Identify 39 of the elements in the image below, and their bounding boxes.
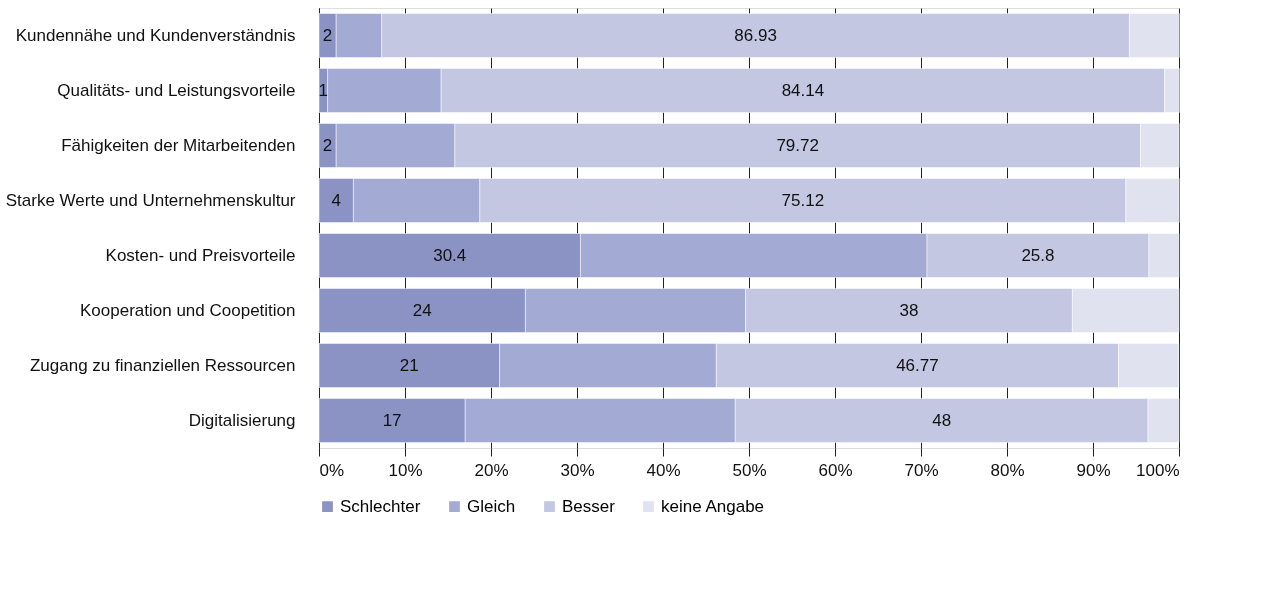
legend-label: keine Angabe bbox=[661, 496, 765, 516]
data-label: 24 bbox=[412, 300, 432, 320]
x-tick-label: 100% bbox=[1136, 460, 1180, 480]
y-tick-label: Kooperation und Coopetition bbox=[80, 300, 296, 320]
legend-label: Besser bbox=[562, 496, 616, 516]
x-tick-label: 10% bbox=[388, 460, 423, 480]
x-tick-label: 40% bbox=[646, 460, 681, 480]
data-label: 2 bbox=[322, 135, 333, 155]
legend-label: Gleich bbox=[467, 496, 516, 516]
x-tick-label: 80% bbox=[990, 460, 1025, 480]
data-label: 25.8 bbox=[1021, 245, 1055, 265]
y-tick-label: Kosten- und Preisvorteile bbox=[105, 245, 296, 265]
data-label: 17 bbox=[382, 410, 402, 430]
x-tick-label: 70% bbox=[904, 460, 939, 480]
y-tick-label: Starke Werte und Unternehmenskultur bbox=[5, 190, 296, 210]
legend-label: Schlechter bbox=[340, 496, 421, 516]
data-label: 30.4 bbox=[433, 245, 467, 265]
data-label: 4 bbox=[331, 190, 341, 210]
y-tick-label: Digitalisierung bbox=[188, 410, 296, 430]
data-label: 21 bbox=[399, 355, 419, 375]
data-label: 79.72 bbox=[776, 135, 819, 155]
x-tick-label: 60% bbox=[818, 460, 853, 480]
data-label: 2 bbox=[322, 25, 333, 45]
x-tick-label: 50% bbox=[732, 460, 767, 480]
data-label: 46.77 bbox=[896, 355, 939, 375]
data-label: 84.14 bbox=[781, 80, 825, 100]
data-label: 48 bbox=[932, 410, 952, 430]
data-label: 38 bbox=[899, 300, 919, 320]
x-tick-label: 90% bbox=[1076, 460, 1111, 480]
x-tick-label: 30% bbox=[560, 460, 595, 480]
x-tick-label: 20% bbox=[474, 460, 509, 480]
y-tick-label: Qualitäts- und Leistungsvorteile bbox=[57, 80, 296, 100]
data-label: 1 bbox=[318, 80, 329, 100]
y-tick-label: Fähigkeiten der Mitarbeitenden bbox=[61, 135, 296, 155]
data-label: 86.93 bbox=[734, 25, 777, 45]
y-tick-label: Zugang zu finanziellen Ressourcen bbox=[29, 355, 296, 375]
x-tick-label: 0% bbox=[319, 460, 345, 480]
data-label: 75.12 bbox=[781, 190, 825, 210]
y-tick-label: Kundennähe und Kundenverständnis bbox=[15, 25, 296, 45]
